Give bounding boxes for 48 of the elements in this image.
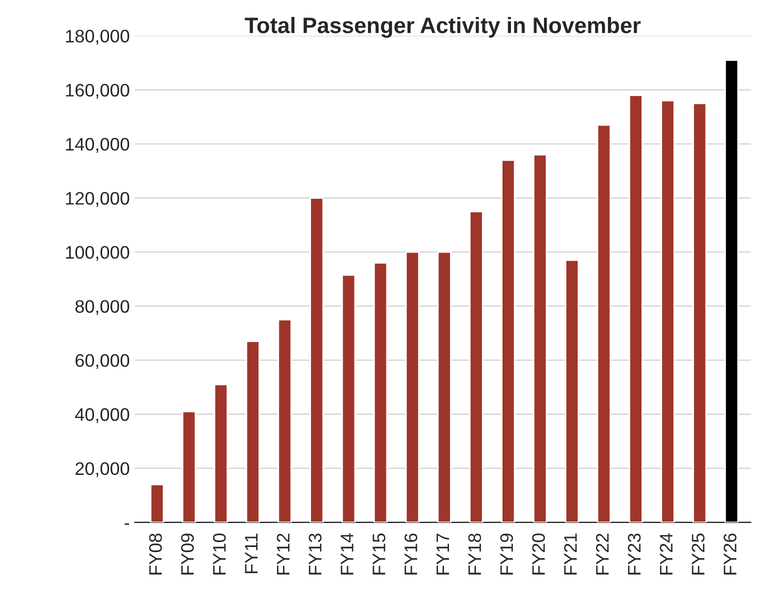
x-tick-label: FY11 — [245, 534, 258, 574]
y-tick-label: 40,000 — [75, 408, 130, 424]
bar — [342, 274, 356, 522]
bar — [596, 124, 612, 522]
x-tick-label: FY26 — [724, 534, 736, 574]
x-tick-label: FY21 — [564, 534, 577, 574]
bar — [660, 100, 675, 522]
x-tick-label: FY13 — [308, 534, 322, 574]
y-tick-label: 120,000 — [66, 192, 130, 207]
bar — [692, 102, 707, 522]
x-tick-label: FY18 — [468, 534, 482, 574]
x-tick-label: FY15 — [372, 534, 386, 574]
bar — [533, 154, 548, 522]
y-tick-label: - — [124, 523, 130, 525]
y-tick-label: 100,000 — [66, 246, 130, 261]
bar — [437, 251, 452, 522]
x-tick-label: FY12 — [276, 534, 290, 574]
bar — [373, 262, 388, 522]
bar — [501, 159, 516, 522]
bar — [246, 340, 260, 522]
x-tick-label: FY17 — [436, 534, 450, 574]
x-tick-label: FY14 — [340, 533, 354, 574]
bar — [182, 410, 196, 522]
bar — [278, 318, 292, 522]
y-tick-label: 20,000 — [76, 462, 130, 478]
x-tick-label: FY16 — [404, 534, 418, 574]
bar — [214, 384, 228, 522]
chart-title: Total Passenger Activity in November — [244, 16, 641, 38]
x-tick-label: FY09 — [181, 534, 194, 574]
bar — [564, 259, 580, 522]
x-tick-label: FY24 — [660, 533, 672, 574]
bar — [310, 197, 324, 522]
y-tick-label: 180,000 — [66, 30, 130, 45]
x-tick-label: FY23 — [628, 534, 641, 574]
x-tick-label: FY20 — [532, 533, 545, 574]
x-tick-label: FY25 — [692, 534, 705, 574]
y-tick-label: 160,000 — [66, 84, 130, 99]
y-tick-label: 80,000 — [75, 300, 130, 315]
bar — [150, 484, 164, 522]
bar — [628, 94, 643, 522]
bar — [405, 251, 420, 522]
x-tick-label: FY10 — [212, 533, 226, 574]
x-tick-label: FY22 — [596, 534, 609, 574]
x-tick-label: FY08 — [149, 534, 162, 574]
bar — [469, 210, 484, 522]
y-tick-label: 60,000 — [76, 354, 130, 370]
y-tick-label: 140,000 — [66, 138, 130, 153]
x-tick-label: FY19 — [500, 534, 514, 574]
